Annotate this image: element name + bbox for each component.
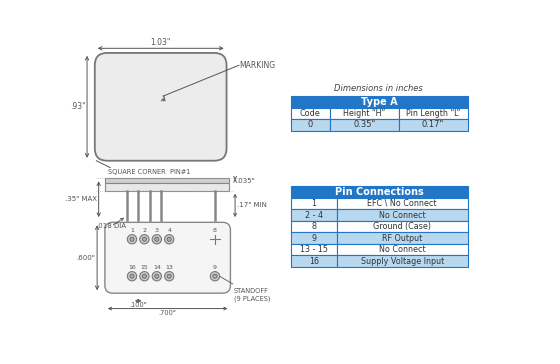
Text: 1: 1 — [311, 199, 316, 208]
Text: 14: 14 — [153, 265, 161, 270]
Bar — [291, 256, 337, 267]
Text: 2: 2 — [142, 228, 146, 233]
Circle shape — [127, 272, 137, 281]
Bar — [330, 108, 399, 119]
Circle shape — [130, 274, 134, 278]
Text: Supply Voltage Input: Supply Voltage Input — [361, 257, 444, 266]
Text: .17" MIN: .17" MIN — [237, 202, 267, 208]
Text: 1.03": 1.03" — [151, 38, 171, 47]
Text: SQUARE CORNER  PIN#1: SQUARE CORNER PIN#1 — [108, 169, 190, 175]
Bar — [337, 198, 468, 209]
Text: Pin Length “L”: Pin Length “L” — [406, 109, 460, 118]
Bar — [291, 209, 337, 221]
Text: STANDOFF
(9 PLACES): STANDOFF (9 PLACES) — [234, 288, 270, 302]
Bar — [399, 108, 468, 119]
Circle shape — [142, 237, 147, 241]
Text: 15: 15 — [141, 265, 148, 270]
Text: Dimensions in inches: Dimensions in inches — [334, 84, 423, 93]
Text: .35" MAX: .35" MAX — [65, 196, 97, 202]
Text: 0.35": 0.35" — [353, 120, 375, 130]
Text: Code: Code — [300, 109, 321, 118]
Bar — [291, 221, 337, 232]
Bar — [291, 119, 330, 131]
Text: 3: 3 — [155, 228, 159, 233]
Text: 1: 1 — [130, 228, 134, 233]
Bar — [337, 209, 468, 221]
Text: 8: 8 — [311, 222, 316, 231]
Circle shape — [213, 274, 217, 278]
Text: 16: 16 — [309, 257, 319, 266]
Text: 0.17": 0.17" — [422, 120, 444, 130]
Bar — [291, 186, 468, 198]
Text: .035": .035" — [237, 178, 255, 184]
Text: No Connect: No Connect — [379, 245, 426, 254]
Text: Type A: Type A — [361, 97, 398, 107]
Text: 13: 13 — [165, 265, 173, 270]
Circle shape — [130, 237, 134, 241]
Circle shape — [140, 235, 149, 244]
Bar — [291, 244, 337, 256]
FancyBboxPatch shape — [105, 222, 230, 293]
Circle shape — [152, 272, 161, 281]
Bar — [399, 119, 468, 131]
Text: MARKING: MARKING — [240, 61, 276, 70]
Bar — [337, 221, 468, 232]
Text: .018 DIA: .018 DIA — [96, 223, 125, 229]
Circle shape — [155, 274, 159, 278]
Text: Pin Connections: Pin Connections — [335, 187, 423, 197]
Text: .93": .93" — [70, 102, 86, 111]
Text: Height “H”: Height “H” — [343, 109, 385, 118]
Text: .700": .700" — [158, 310, 176, 316]
Bar — [105, 183, 229, 191]
Text: .600": .600" — [77, 255, 96, 261]
Text: 9: 9 — [311, 234, 316, 242]
Circle shape — [142, 274, 147, 278]
Text: No Connect: No Connect — [379, 210, 426, 219]
Text: 13 - 15: 13 - 15 — [300, 245, 328, 254]
Circle shape — [165, 272, 174, 281]
Bar — [337, 244, 468, 256]
Circle shape — [210, 272, 220, 281]
Text: 0: 0 — [307, 120, 313, 130]
Circle shape — [167, 274, 171, 278]
Circle shape — [155, 237, 159, 241]
Text: 8: 8 — [213, 228, 217, 233]
Text: 2 - 4: 2 - 4 — [305, 210, 323, 219]
Circle shape — [127, 235, 137, 244]
Bar — [291, 108, 330, 119]
Bar — [337, 232, 468, 244]
Text: .100": .100" — [129, 302, 147, 308]
Bar — [291, 232, 337, 244]
Text: EFC \ No Connect: EFC \ No Connect — [367, 199, 437, 208]
FancyBboxPatch shape — [95, 53, 227, 161]
Circle shape — [140, 272, 149, 281]
Text: 16: 16 — [128, 265, 136, 270]
Text: RF Output: RF Output — [382, 234, 422, 242]
Bar — [330, 119, 399, 131]
Circle shape — [152, 235, 161, 244]
Bar — [105, 178, 229, 183]
Circle shape — [165, 235, 174, 244]
Bar — [291, 96, 468, 108]
Text: Ground (Case): Ground (Case) — [373, 222, 431, 231]
Text: 9: 9 — [213, 265, 217, 270]
Bar — [337, 256, 468, 267]
Bar — [291, 198, 337, 209]
Circle shape — [167, 237, 171, 241]
Text: 4: 4 — [167, 228, 171, 233]
